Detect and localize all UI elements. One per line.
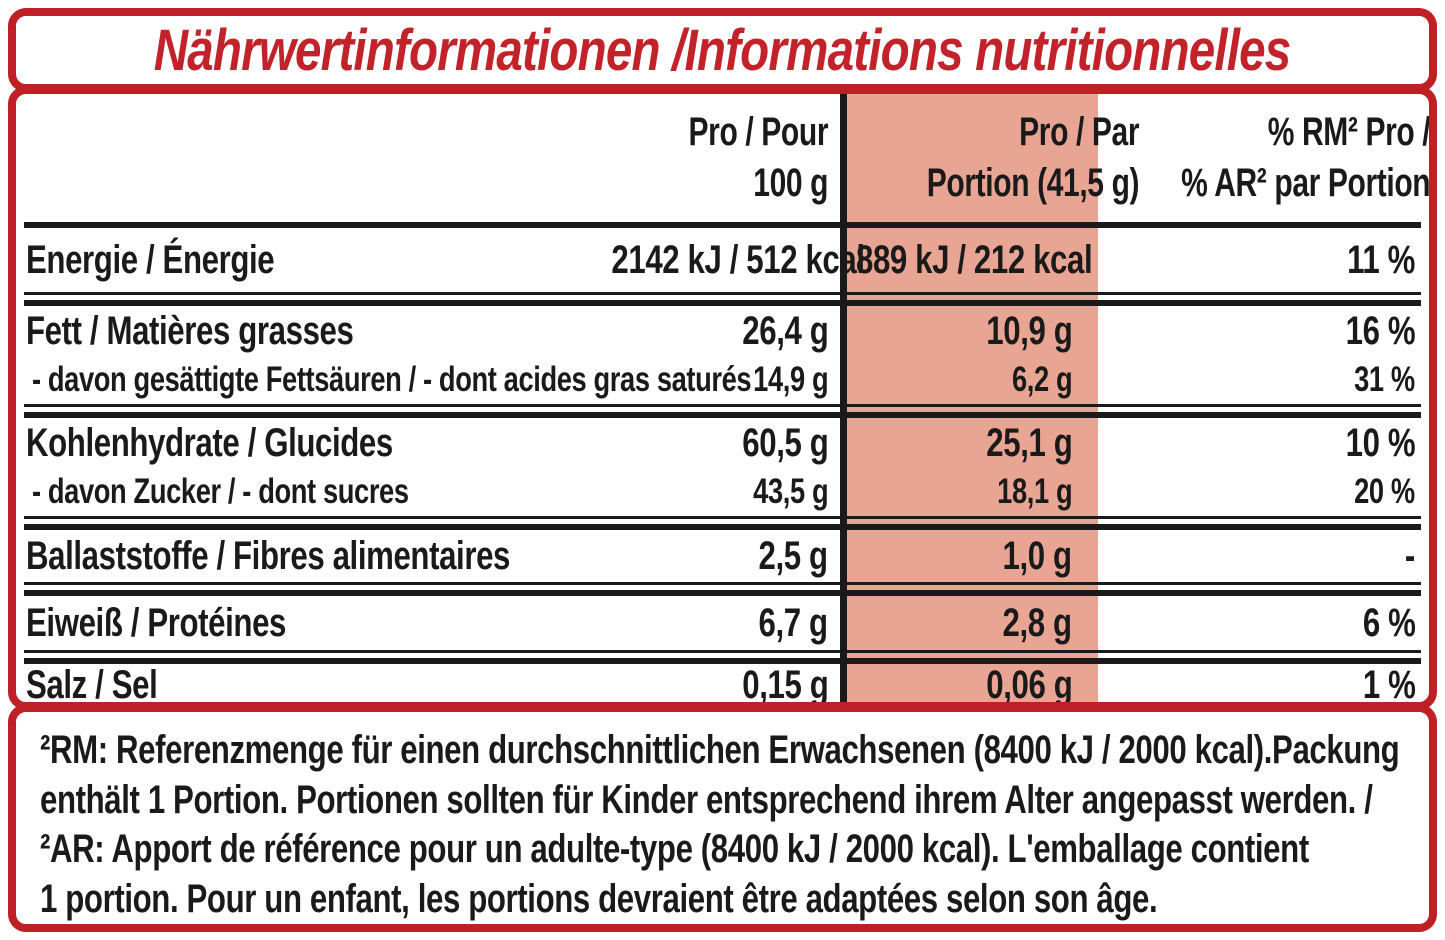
value-per-portion: 2,8 g <box>1002 601 1073 645</box>
footnote-line: 1 portion. Pour un enfant, les portions … <box>40 876 1158 921</box>
table-row-saturated-fat: - davon gesättigte Fettsäuren / - dont a… <box>16 356 1429 404</box>
row-divider <box>24 404 1421 418</box>
table-row-salt: Salz / Sel 0,15 g 0,06 g 1 % <box>16 664 1429 702</box>
value-per-portion: 18,1 g <box>996 471 1072 511</box>
table-header-row: Pro / Pour 100 g Pro / Par Portion (41,5 g… <box>16 94 1429 222</box>
row-divider <box>24 516 1421 530</box>
nutrient-sublabel: - davon Zucker / - dont sucres <box>32 471 409 511</box>
column-header-per-portion: Pro / Par Portion (41,5 g) <box>926 109 1140 205</box>
column-divider-line <box>840 94 847 702</box>
footnote-line: enthält 1 Portion. Portionen sollten für… <box>40 777 1373 822</box>
value-percent-rm: 10 % <box>1345 421 1415 465</box>
value-per-100g: 26,4 g <box>741 309 829 353</box>
value-per-portion: 1,0 g <box>1002 534 1073 578</box>
column-header-pct-rm: % RM² Pro /% AR² par Portion <box>1181 109 1429 205</box>
value-per-100g: 0,15 g <box>741 663 829 702</box>
value-per-100g: 60,5 g <box>741 421 829 465</box>
nutrient-label: Fett / Matières grasses <box>26 309 354 353</box>
value-per-100g: 6,7 g <box>758 601 829 645</box>
nutrient-label: Ballaststoffe / Fibres alimentaires <box>26 534 511 578</box>
column-header-per-100g: Pro / Pour 100 g <box>688 109 828 205</box>
nutrient-label: Eiweiß / Protéines <box>26 601 286 645</box>
title-box: Nährwertinformationen /Informations nutr… <box>8 8 1437 92</box>
table-row-fiber: Ballaststoffe / Fibres alimentaires 2,5 … <box>16 530 1429 582</box>
footnote-line: ²RM: Referenzmenge für einen durchschnit… <box>40 728 1400 772</box>
value-percent-rm: 31 % <box>1354 359 1415 399</box>
value-percent-rm: 20 % <box>1354 471 1415 511</box>
page-title: Nährwertinformationen /Informations nutr… <box>154 17 1292 83</box>
header-divider <box>24 222 1421 228</box>
value-percent-rm: 11 % <box>1347 238 1415 282</box>
value-per-portion: 889 kJ / 212 kcal <box>856 238 1093 282</box>
value-percent-rm: 6 % <box>1362 601 1415 645</box>
nutrient-label: Energie / Énergie <box>26 238 275 282</box>
value-per-100g: 2142 kJ / 512 kcal <box>611 238 865 282</box>
nutrition-table-box: Pro / Pour 100 g Pro / Par Portion (41,5 g… <box>8 86 1437 710</box>
portion-column-highlight <box>847 94 1098 702</box>
value-per-100g: 14,9 g <box>752 359 828 399</box>
value-per-portion: 25,1 g <box>985 421 1073 465</box>
row-divider <box>24 650 1421 664</box>
nutrient-sublabel: - davon gesättigte Fettsäuren / - dont a… <box>32 359 752 399</box>
value-per-100g: 2,5 g <box>758 534 829 578</box>
row-divider <box>24 292 1421 306</box>
value-percent-rm: 16 % <box>1345 309 1415 353</box>
value-percent-rm: - <box>1404 534 1415 578</box>
value-per-portion: 10,9 g <box>985 309 1073 353</box>
value-per-portion: 6,2 g <box>1011 359 1073 399</box>
table-row-protein: Eiweiß / Protéines 6,7 g 2,8 g 6 % <box>16 596 1429 650</box>
nutrient-label: Kohlenhydrate / Glucides <box>26 421 393 465</box>
row-divider <box>24 582 1421 596</box>
footnote-box: ²RM: Referenzmenge für einen durchschnit… <box>8 704 1437 932</box>
value-per-100g: 43,5 g <box>752 471 828 511</box>
table-row-carbohydrates: Kohlenhydrate / Glucides 60,5 g 25,1 g 1… <box>16 418 1429 468</box>
nutrient-label: Salz / Sel <box>26 663 158 702</box>
footnote-line: ²AR: Apport de référence pour un adulte-… <box>40 827 1309 872</box>
nutrition-table: Pro / Pour 100 g Pro / Par Portion (41,5 g… <box>16 94 1429 702</box>
value-per-portion: 0,06 g <box>985 663 1073 702</box>
table-row-sugars: - davon Zucker / - dont sucres 43,5 g 18… <box>16 468 1429 516</box>
table-row-fat: Fett / Matières grasses 26,4 g 10,9 g 16… <box>16 306 1429 356</box>
table-row-energy: Energie / Énergie 2142 kJ / 512 kcal 889… <box>16 228 1429 292</box>
value-percent-rm: 1 % <box>1362 663 1415 702</box>
